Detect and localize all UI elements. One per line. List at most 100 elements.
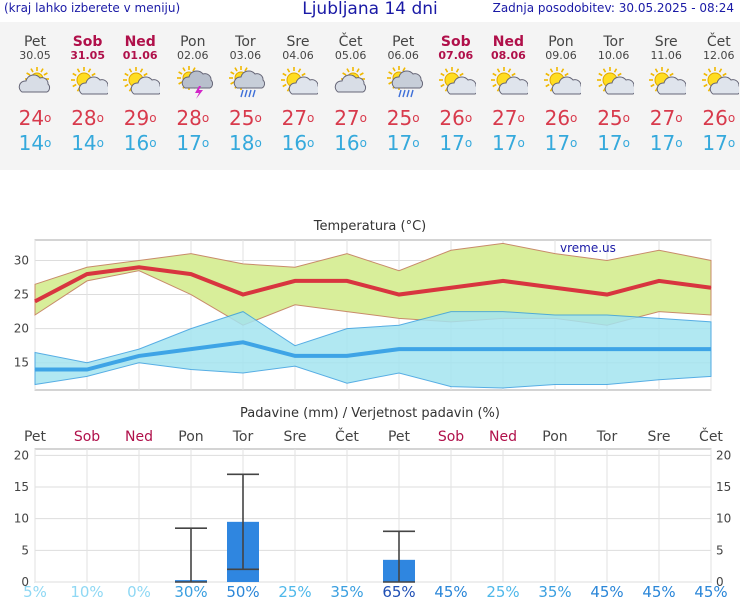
sun-rain-icon: [229, 66, 266, 98]
sun-cloud-icon: [596, 67, 636, 95]
y-tick-label-left: 15: [14, 480, 29, 494]
weather-icon: [281, 67, 321, 95]
min-temperature-value: 17: [176, 131, 202, 155]
day-column: Sre 11.06 27o 17o: [640, 22, 692, 156]
max-temperature: 25o: [377, 106, 429, 130]
min-temperature-point: [502, 348, 504, 350]
weather-icon-cell: [167, 66, 219, 100]
day-date: 01.06: [122, 49, 158, 62]
max-temperature-range-band: [34, 242, 712, 326]
max-temperature: 27o: [272, 106, 324, 130]
weather-icon: [334, 67, 366, 93]
x-tick-label: Pet: [388, 429, 411, 445]
precipitation-probability: 45%: [694, 583, 727, 600]
weather-icon: [123, 67, 163, 95]
max-temperature-value: 25: [386, 106, 413, 130]
max-temperature-point: [242, 294, 244, 296]
degree-sign: o: [727, 136, 736, 150]
min-temperature-value: 16: [123, 131, 150, 155]
min-temperature-line: [35, 340, 711, 372]
degree-sign: o: [44, 136, 52, 150]
precipitation-chart: Pet Sob Ned Pon Tor Sre Čet Pet Sob Ned Pon Tor Sre Č…: [14, 427, 732, 600]
max-temperature-point: [86, 273, 88, 275]
precipitation-probability: 10%: [70, 583, 103, 600]
weather-icon-cell: [325, 66, 377, 100]
min-temperature: 17o: [640, 130, 692, 156]
y-tick-label: 15: [14, 356, 29, 370]
x-tick-label: Ned: [489, 429, 517, 445]
degree-sign: o: [359, 111, 367, 125]
min-temperature-value: 17: [649, 131, 676, 155]
precipitation-probability: 0%: [127, 583, 151, 600]
max-temperature-value: 27: [491, 106, 518, 130]
day-name: Tor: [603, 34, 624, 50]
header-hint[interactable]: (kraj lahko izberete v meniju): [4, 1, 181, 15]
y-tick-label-left: 5: [21, 543, 29, 557]
x-tick-label: Pet: [24, 429, 47, 445]
day-date: 04.06: [282, 49, 314, 62]
day-date: 08.06: [490, 49, 526, 62]
day-name: Sre: [286, 34, 310, 50]
y-tick-label-right: 5: [716, 543, 724, 557]
min-temperature-value: 16: [281, 131, 308, 155]
max-temperature-value: 27: [334, 106, 360, 130]
weather-icon-cell: [114, 66, 166, 100]
weather-icon-cell: [272, 66, 324, 100]
max-temperature: 26o: [535, 106, 587, 130]
day-column: Ned 08.06 27o 17o: [482, 22, 534, 156]
degree-sign: o: [96, 111, 104, 125]
sun-cloud-icon: [70, 67, 110, 95]
degree-sign: o: [517, 111, 525, 125]
min-temperature: 16o: [272, 130, 324, 156]
day-date: 12.06: [703, 49, 735, 62]
day-name: Ned: [492, 34, 524, 50]
degree-sign: o: [307, 136, 315, 150]
sun-cloud-icon: [701, 67, 740, 95]
degree-sign: o: [622, 111, 630, 125]
day-column: Pon 09.06 26o 17o: [535, 22, 587, 156]
precipitation-probability: 25%: [278, 583, 311, 600]
y-tick-label-right: 20: [716, 448, 731, 462]
degree-sign: o: [149, 111, 157, 125]
min-temperature-point: [190, 348, 192, 350]
precipitation-error-bar: [227, 473, 259, 571]
precipitation-probability: 45%: [434, 583, 467, 600]
day-name: Čet: [338, 34, 363, 50]
sun-cloud-icon: [544, 67, 584, 95]
x-tick-label: Tor: [232, 429, 254, 445]
max-temperature: 28o: [167, 106, 219, 130]
max-temperature-point: [138, 266, 140, 268]
degree-sign: o: [675, 111, 683, 125]
precipitation-probability: 5%: [23, 583, 47, 600]
page-title: Ljubljana 14 dni: [302, 0, 438, 19]
min-temperature-point: [34, 369, 36, 371]
max-temperature-value: 26: [702, 106, 728, 130]
min-temperature-value: 14: [71, 131, 97, 155]
max-temperature: 26o: [430, 106, 482, 130]
max-temperature-value: 24: [18, 106, 45, 130]
min-temperature: 17o: [430, 130, 482, 156]
day-column: Čet 05.06 27o 16o: [325, 22, 377, 156]
x-tick-label: Čet: [699, 427, 723, 445]
weather-icon: [387, 66, 424, 98]
sun-cloud-icon: [491, 67, 531, 95]
day-column: Sob 07.06 26o 17o: [430, 22, 482, 156]
degree-sign: o: [464, 136, 473, 150]
y-tick-label-left: 0: [21, 575, 29, 589]
precipitation-probability: 35%: [330, 583, 363, 600]
max-temperature: 28o: [62, 106, 114, 130]
day-column: Ned 01.06 29o 16o: [114, 22, 166, 156]
day-date: 06.06: [387, 49, 419, 62]
degree-sign: o: [44, 111, 52, 125]
weather-icon: [229, 66, 266, 98]
y-tick-label: 20: [14, 322, 29, 336]
min-temperature-value: 17: [702, 131, 728, 155]
min-temperature-value: 17: [491, 131, 518, 155]
max-temperature-value: 25: [228, 106, 255, 130]
min-temperature-point: [398, 348, 400, 350]
degree-sign: o: [570, 136, 578, 150]
min-temperature: 17o: [693, 130, 740, 156]
max-temperature-point: [190, 273, 192, 275]
day-column: Sob 31.05 28o 14o: [62, 22, 114, 156]
weather-icon: [438, 67, 478, 95]
